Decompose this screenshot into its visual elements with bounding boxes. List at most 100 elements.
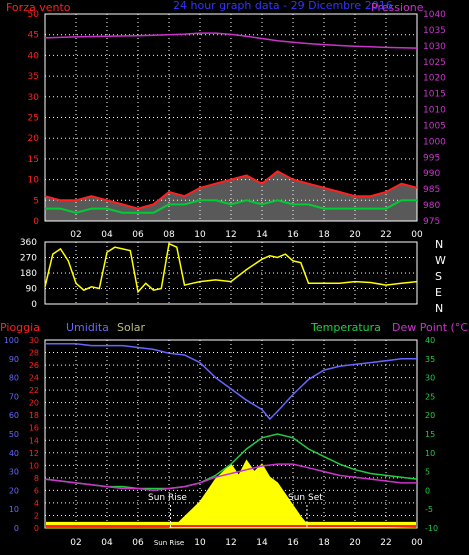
top-right-tick-label: 1015 [423,90,446,100]
wind-average-line [45,199,417,214]
rain-tick-label: 0 [34,524,39,533]
compass-w: W [435,254,446,267]
top-left-tick-label: 30 [28,93,40,103]
temperature-tick-label: 0 [425,486,430,495]
top-left-tick-label: 20 [28,134,40,144]
rain-tick-label: 18 [29,411,39,420]
humidity-tick-label: 20 [9,486,19,495]
top-x-tick-label: 20 [349,230,361,240]
rain-tick-label: 12 [29,449,39,458]
top-left-tick-label: 10 [28,176,40,186]
temperature-tick-label: 15 [425,430,435,439]
temperature-tick-label: 35 [425,355,435,364]
rain-tick-label: 10 [29,461,39,470]
sun-rise-marker: Sun Rise [148,493,187,503]
bottom-x-tick-label: 22 [380,538,391,548]
temperature-tick-label: 20 [425,411,435,420]
humidity-label: Umidita [66,321,109,334]
bottom-x-tick-label: 14 [256,538,268,548]
top-x-tick-label: 06 [132,230,144,240]
rain-tick-label: 16 [29,424,39,433]
top-right-tick-label: 1020 [423,74,446,84]
top-right-tick-label: 1005 [423,121,446,131]
dewpoint-label: Dew Point (°C) [392,321,469,334]
rain-tick-label: 24 [29,374,39,383]
rain-tick-label: 4 [34,499,39,508]
top-right-tick-label: 975 [423,217,440,227]
rain-label: Pioggia [0,321,40,334]
wind-direction-line [44,242,418,294]
temperature-tick-label: 25 [425,392,435,401]
temperature-tick-label: -10 [425,524,438,533]
top-right-tick-label: 980 [423,201,440,211]
top-x-tick-label: 08 [163,230,175,240]
top-left-tick-label: 5 [33,196,39,206]
compass-s: S [435,270,442,283]
top-left-tick-label: 40 [28,51,40,61]
humidity-tick-label: 70 [9,392,19,401]
top-right-tick-label: 990 [423,169,440,179]
bottom-x-tick-label: 06 [132,538,144,548]
direction-tick-label: 0 [31,300,37,310]
compass-e: E [435,286,442,299]
top-x-tick-label: 00 [411,230,423,240]
bottom-x-tick-label: 00 [411,538,423,548]
sun-set-marker: Sun Set [288,493,323,503]
rain-humidity-solar-temperature-panel: 0246810121416182022242628300102030405060… [4,336,438,548]
bottom-x-tick-label: 04 [101,538,113,548]
wind-direction-panel: 0 90 180 270 360 [20,238,418,310]
temperature-tick-label: 5 [425,468,430,477]
humidity-tick-label: 10 [9,505,19,514]
top-right-tick-label: 1035 [423,26,446,36]
humidity-tick-label: 50 [9,430,19,439]
top-left-tick-label: 50 [28,10,40,20]
top-x-tick-label: 02 [70,230,81,240]
bottom-x-tick-label: 12 [225,538,236,548]
rain-tick-label: 28 [29,349,39,358]
temperature-tick-label: 30 [425,374,435,383]
rain-tick-label: 14 [29,436,39,445]
wind-speed-label: Forza vento [6,1,71,14]
chart-title: 24 hour graph data - 29 Dicembre 2016 [173,0,393,12]
bottom-x-tick-label: 10 [194,538,206,548]
direction-tick-label: 180 [20,269,37,279]
top-x-tick-label: 04 [101,230,113,240]
top-left-tick-label: 25 [28,114,39,124]
rain-tick-label: 22 [29,386,39,395]
direction-tick-label: 90 [26,285,38,295]
rain-tick-label: 20 [29,399,39,408]
top-right-tick-label: 985 [423,185,440,195]
humidity-tick-label: 80 [9,374,19,383]
direction-tick-label: 360 [20,238,37,248]
humidity-tick-label: 40 [9,449,19,458]
dewpoint-line [44,463,417,492]
top-left-tick-label: 45 [28,31,39,41]
rain-tick-label: 6 [34,486,39,495]
pressure-line [44,32,418,49]
top-right-tick-label: 1025 [423,58,446,68]
humidity-tick-label: 100 [4,336,19,345]
rain-tick-label: 2 [34,511,39,520]
bottom-x-tick-label: Sun Rise [154,539,184,547]
rain-tick-label: 30 [29,336,39,345]
rain-tick-label: 8 [34,474,39,483]
direction-tick-label: 270 [20,254,37,264]
top-x-tick-label: 18 [318,230,330,240]
top-left-tick-label: 0 [33,217,39,227]
temperature-tick-label: -5 [425,505,433,514]
temperature-tick-label: 10 [425,449,435,458]
solar-area [45,459,418,529]
compass-n-bottom: N [435,302,443,315]
top-x-tick-label: 10 [194,230,206,240]
solar-label: Solar [117,321,146,334]
top-left-tick-label: 35 [28,72,39,82]
pressure-label: Pressione [371,1,424,14]
top-right-tick-label: 1040 [423,10,446,20]
rain-tick-label: 26 [29,361,39,370]
top-right-tick-label: 1000 [423,137,446,147]
temperature-label: Temperatura [310,321,381,334]
top-left-tick-label: 15 [28,155,39,165]
top-x-tick-label: 16 [287,230,299,240]
top-right-tick-label: 1030 [423,42,446,52]
